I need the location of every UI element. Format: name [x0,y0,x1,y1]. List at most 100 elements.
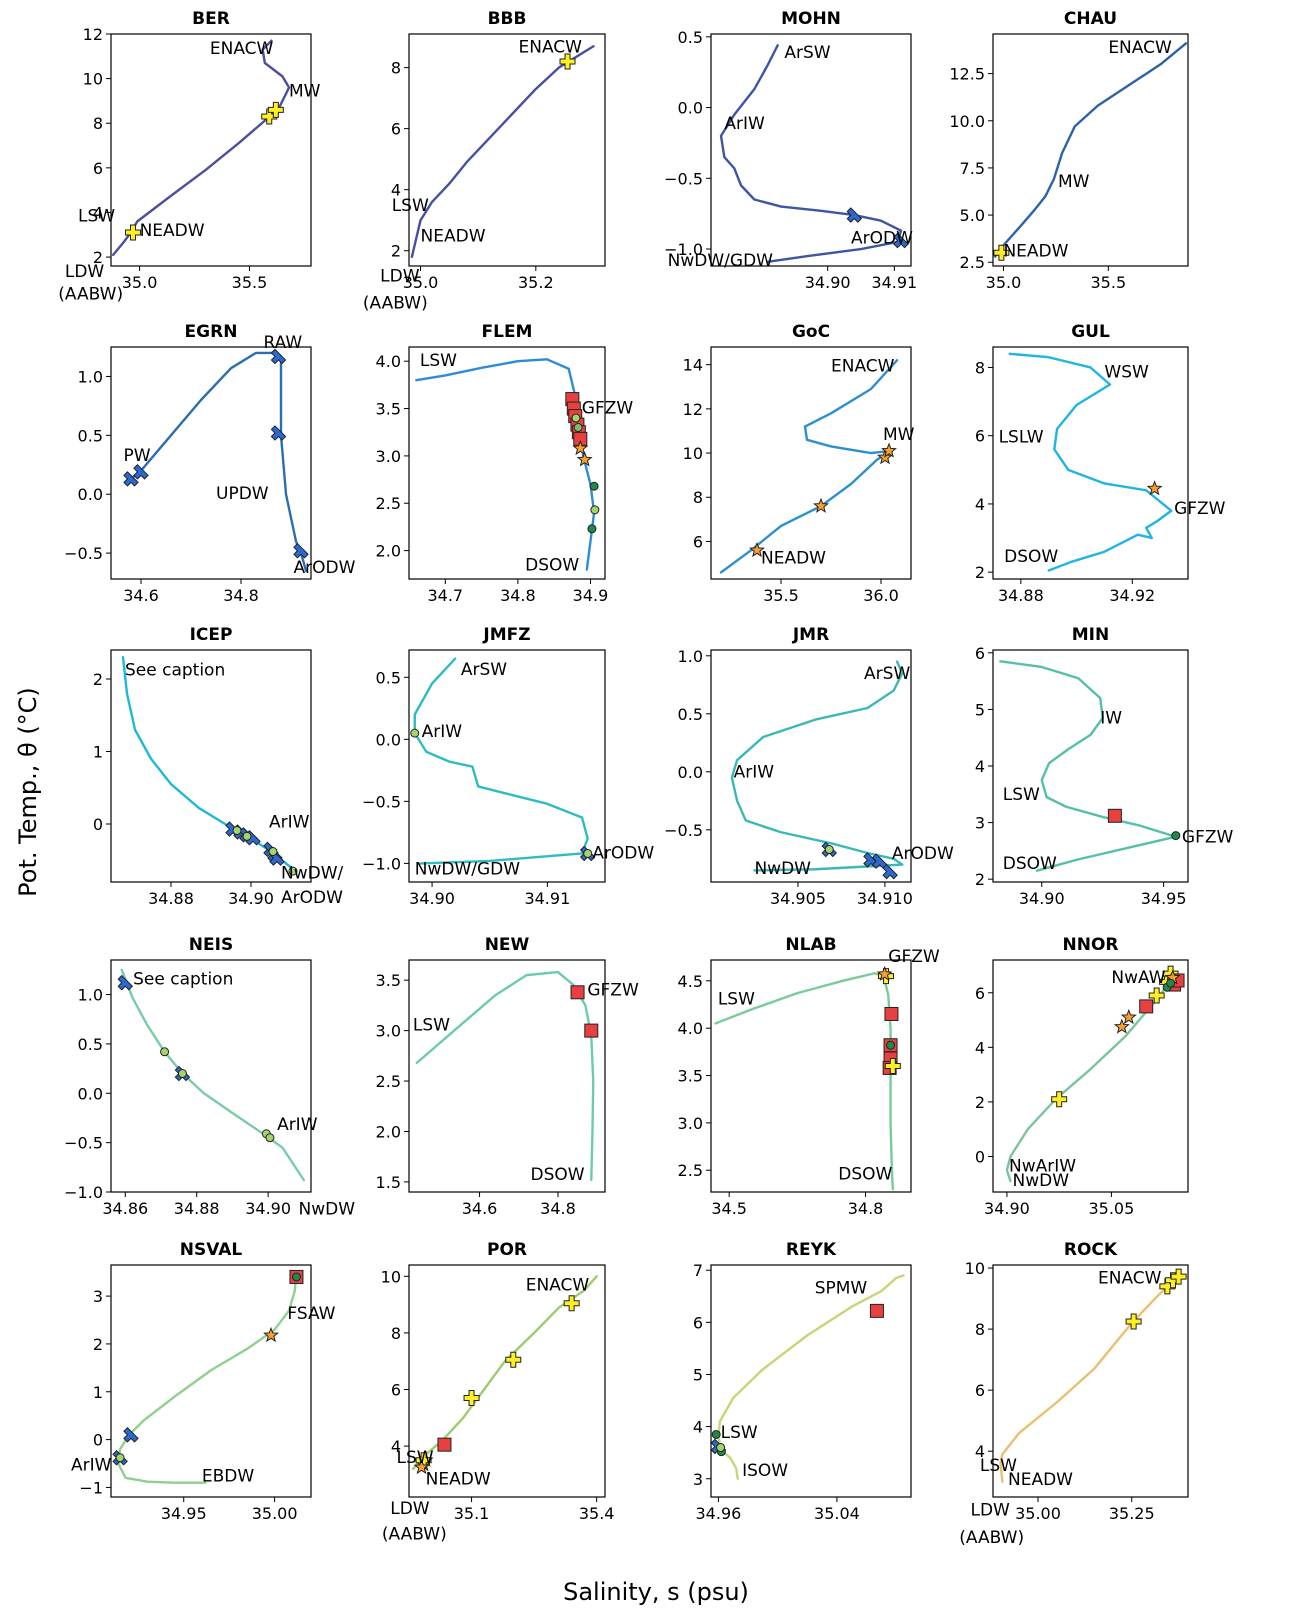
panel-title: ROCK [1064,1240,1118,1260]
y-tick-label: 1.0 [78,367,103,386]
ts-curve [129,351,308,572]
water-mass-label: (AABW) [959,1528,1024,1548]
y-tick-label: −1.0 [64,1183,103,1202]
star-glyph [749,541,765,558]
x-tick-label: 35.25 [1109,1504,1155,1523]
y-tick-label: 3 [975,814,985,833]
water-mass-label: LSW [718,990,755,1010]
panel-reyk: REYK 34.96 35.04 3 4 5 6 7 SPMW LSW ISOW [693,1240,912,1523]
water-mass-label: NEADW [761,549,826,569]
square-marker [1107,808,1122,823]
panel-title: BER [192,9,230,29]
y-tick-label: 3.0 [376,447,401,466]
plus-marker [261,108,278,125]
circle-marker [232,826,242,836]
star-marker [413,1458,430,1475]
water-mass-label: LSW [413,1016,450,1036]
x-tick-label: 35.04 [814,1504,860,1523]
water-mass-label: DSOW [531,1165,585,1185]
circle-glyph [587,524,597,534]
y-tick-label: 2.5 [960,253,985,272]
plus-glyph [1148,987,1165,1004]
water-mass-label: ENACW [519,37,583,57]
y-tick-label: 4 [975,495,985,514]
plus-marker [1159,1278,1176,1295]
plus-glyph [1159,1278,1176,1295]
water-mass-label: ENACW [1098,1268,1162,1288]
y-tick-label: 2 [975,870,985,889]
star-glyph [572,439,589,456]
panel-gul: GUL 34.88 34.92 2 4 6 8 WSW LSLW GFZW DSOW [975,322,1226,605]
water-mass-label: ArIW [269,813,310,833]
y-tick-label: −0.5 [64,544,103,563]
star-glyph [1113,1018,1130,1034]
water-mass-label: LSW [1003,785,1040,805]
square-marker [869,1303,884,1318]
y-tick-label: 8 [975,358,985,377]
y-tick-label: 5.0 [960,206,985,225]
water-mass-label: FSAW [287,1304,335,1324]
square-marker [437,1437,452,1452]
panel-frame [408,1264,606,1498]
water-mass-label: See caption [125,660,225,680]
panel-nlab: NLAB 34.5 34.8 2.5 3.0 3.5 4.0 4.5 LSW GFZW DSOW [678,935,940,1218]
ts-curve [415,358,596,571]
x-tick-label: 34.8 [540,1199,576,1218]
x-tick-label: 35.0 [122,273,158,292]
water-mass-label: MW [289,81,321,101]
panel-frame [992,346,1189,580]
panel-nsval: NSVAL 34.95 35.00 −1 0 1 2 3 FSAW ArIW EBDW [71,1240,336,1523]
water-mass-label: ArIW [277,1115,318,1135]
x-tick-label: 35.5 [763,586,799,605]
star-marker [876,965,893,981]
ts-curve [999,660,1178,872]
x-glyph [871,853,888,869]
y-tick-label: 1 [93,1383,103,1402]
y-tick-label: 10 [683,444,703,463]
circle-marker [115,1453,125,1463]
water-mass-label: (AABW) [58,284,123,304]
x-glyph [846,207,863,223]
panel-chau: CHAU 35.0 35.5 2.5 5.0 7.5 10.0 12.5 ENACW MW NEAD… [949,9,1189,292]
ts-curve [117,1273,298,1484]
plus-marker [559,53,576,70]
x-tick-label: 34.8 [500,586,536,605]
x-tick-label: 34.6 [123,586,159,605]
y-tick-label: 0.5 [678,705,703,724]
y-tick-label: 0.5 [678,28,703,47]
circle-glyph [288,866,298,876]
ts-curve [413,657,589,865]
star-marker [572,439,589,456]
x-tick-label: 34.6 [462,1199,498,1218]
x-glyph [133,464,149,480]
water-mass-label: NwArIW [1009,1157,1076,1177]
square-glyph [570,985,585,1000]
x-tick-label: 34.95 [1141,889,1187,908]
panel-frame [992,1264,1189,1498]
star-glyph [813,497,829,513]
x-glyph [117,974,134,991]
circle-marker [160,1047,170,1057]
panel-frame [992,33,1189,267]
y-tick-label: 2 [975,1093,985,1112]
water-mass-label: ArODW [281,888,343,908]
x-tick-label: 34.5 [711,1199,747,1218]
panel-icep: ICEP 34.88 34.90 0 1 2 See caption ArIW NwDW/ArO… [93,625,344,908]
x-marker [133,464,149,480]
water-mass-label: NEADW [1008,1470,1073,1490]
water-mass-label: ENACW [210,39,274,59]
x-glyph [123,1427,139,1443]
circle-marker [291,1272,301,1282]
y-tick-label: 0.0 [78,485,103,504]
water-mass-label: LSLW [999,428,1044,448]
x-tick-label: 35.0 [986,273,1022,292]
panel-frame [992,649,1189,883]
circle-marker [177,1069,187,1079]
water-mass-label: MW [1058,172,1090,192]
y-tick-label: 1.0 [78,986,103,1005]
y-tick-label: 0.0 [678,763,703,782]
water-mass-label: GFZW [1182,827,1234,847]
water-mass-label: NwAW [1111,968,1165,988]
